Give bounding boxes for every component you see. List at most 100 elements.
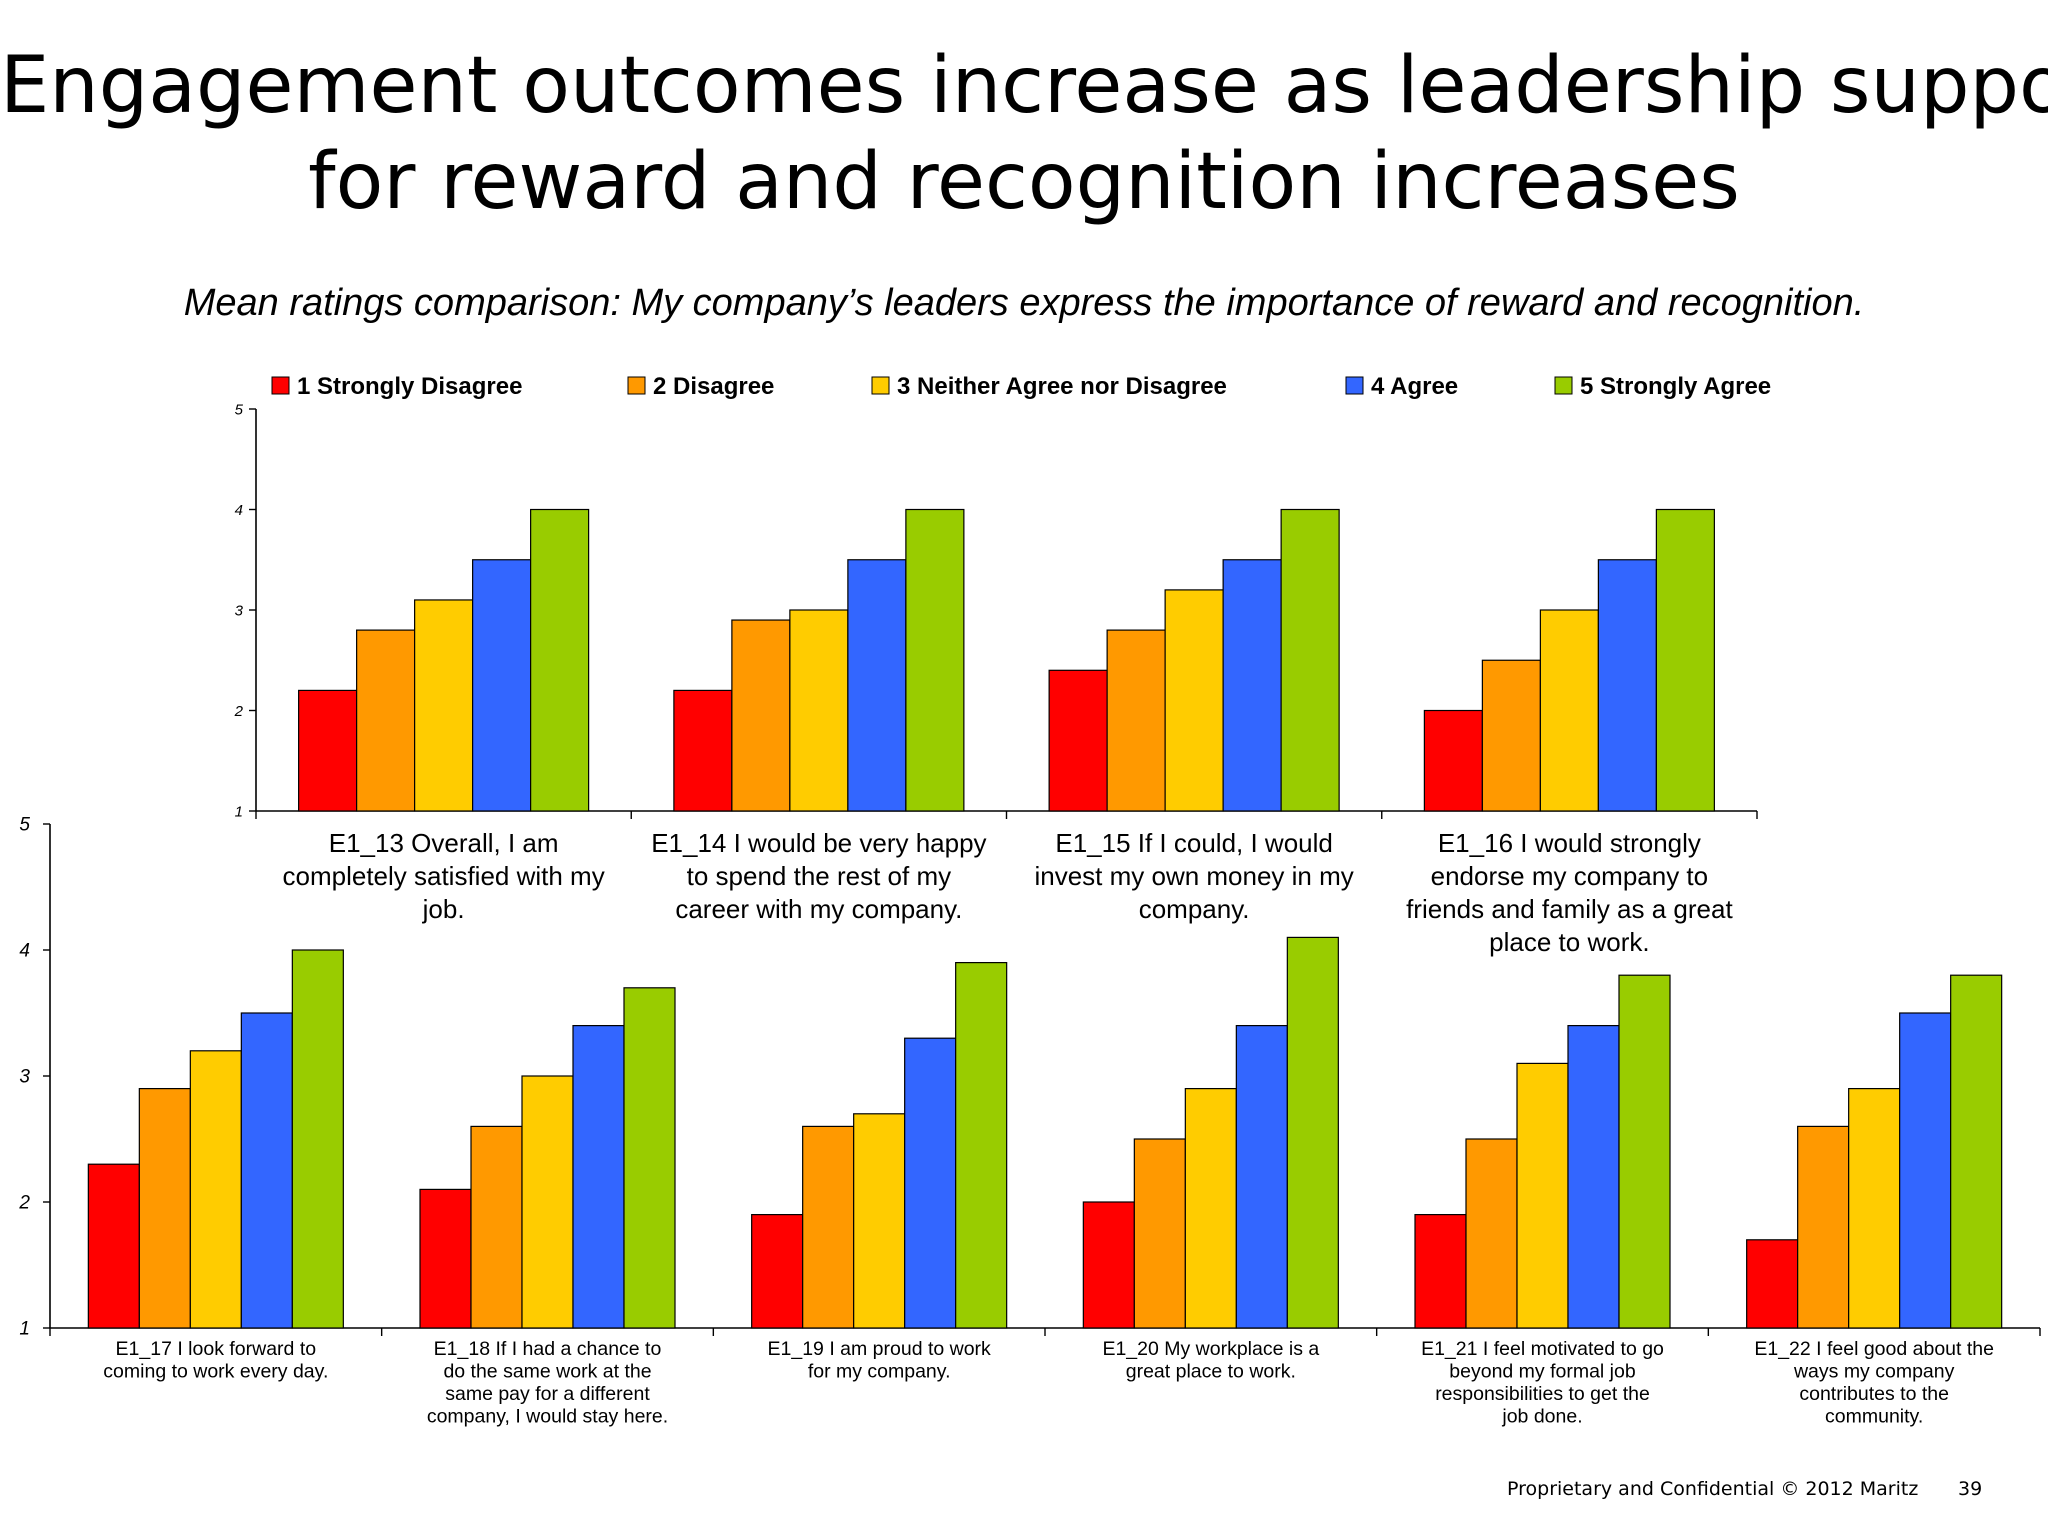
- bar: [853, 1113, 906, 1329]
- category-label-line: E1_15 If I could, I would: [1055, 828, 1333, 858]
- bar: [1106, 629, 1166, 812]
- category-label: E1_21 I feel motivated to go beyond my fo…: [1421, 1338, 1664, 1428]
- category-label: E1_13 Overall, I am completely satisfied …: [283, 828, 605, 924]
- bar: [1133, 1138, 1186, 1329]
- legend-label: 4 Agree: [1371, 373, 1458, 400]
- category-label-line: place to work.: [1489, 927, 1649, 957]
- bar: [1082, 1201, 1135, 1329]
- bar: [847, 559, 907, 812]
- category-label: E1_20 My workplace is a great place to wo…: [1102, 1338, 1319, 1383]
- category-label-line: E1_21 I feel motivated to go: [1421, 1338, 1664, 1360]
- bar: [240, 1012, 293, 1329]
- category-label-line: company, I would stay here.: [427, 1406, 668, 1428]
- category-label-line: E1_19 I am proud to work: [768, 1338, 992, 1360]
- category-label-line: completely satisfied with my: [283, 861, 605, 891]
- bar: [1746, 1239, 1799, 1329]
- bar: [1222, 559, 1282, 812]
- bar: [673, 689, 733, 812]
- bar: [1567, 1024, 1620, 1329]
- bar: [470, 1125, 523, 1329]
- category-label-line: great place to work.: [1126, 1361, 1296, 1383]
- bar: [789, 609, 849, 812]
- category-label: E1_16 I would strongly endorse my company…: [1406, 828, 1733, 957]
- bar: [138, 1087, 191, 1329]
- category-label-line: endorse my company to: [1431, 861, 1708, 891]
- y-tick-label: 5: [235, 401, 244, 418]
- bar: [521, 1075, 574, 1329]
- bar: [1618, 974, 1671, 1329]
- category-label-line: E1_20 My workplace is a: [1102, 1338, 1319, 1360]
- legend-label: 2 Disagree: [653, 373, 774, 400]
- bar: [1539, 609, 1599, 812]
- bar: [472, 559, 532, 812]
- bar: [419, 1188, 472, 1329]
- bar: [1655, 508, 1715, 812]
- category-label: E1_17 I look forward to coming to work ev…: [103, 1338, 328, 1383]
- legend-swatch: [1345, 376, 1364, 395]
- bar: [1797, 1125, 1850, 1329]
- bar: [87, 1163, 140, 1329]
- y-tick-label: 1: [235, 803, 243, 820]
- chart-subtitle: Mean ratings comparison: My company’s le…: [183, 282, 1865, 324]
- legend-swatch: [871, 376, 890, 395]
- category-label: E1_15 If I could, I would invest my own m…: [1034, 828, 1353, 924]
- bar: [1286, 936, 1339, 1329]
- category-label-line: E1_18 If I had a chance to: [434, 1338, 662, 1360]
- bar: [905, 508, 965, 812]
- category-label-line: beyond my formal job: [1449, 1361, 1636, 1383]
- bar: [291, 949, 344, 1329]
- category-label-line: company.: [1139, 894, 1250, 924]
- category-label-line: E1_16 I would strongly: [1438, 828, 1701, 858]
- category-label-line: contributes to the: [1799, 1383, 1949, 1405]
- bar: [1280, 508, 1340, 812]
- category-label-line: community.: [1825, 1406, 1923, 1428]
- legend-label: 3 Neither Agree nor Disagree: [897, 373, 1227, 400]
- legend-label: 5 Strongly Agree: [1580, 373, 1771, 400]
- legend-label: 1 Strongly Disagree: [297, 373, 522, 400]
- bar: [1164, 589, 1224, 812]
- bar: [1184, 1087, 1237, 1329]
- category-label-line: do the same work at the: [443, 1361, 651, 1383]
- slide-title: Engagement outcomes increase as leadersh…: [0, 38, 2048, 230]
- bar: [955, 961, 1008, 1329]
- bar: [802, 1125, 855, 1329]
- y-tick-label: 2: [234, 703, 244, 720]
- y-tick-label: 3: [235, 602, 244, 619]
- category-label-line: ways my company: [1793, 1361, 1955, 1383]
- bar: [189, 1050, 242, 1329]
- bar: [572, 1024, 625, 1329]
- category-label-line: job.: [422, 894, 465, 924]
- bar: [904, 1037, 957, 1329]
- category-label-line: to spend the rest of my: [687, 861, 951, 891]
- category-label-line: invest my own money in my: [1034, 861, 1353, 891]
- slide-title-line-2: for reward and recognition increases: [308, 137, 1740, 227]
- y-tick-label: 4: [235, 502, 243, 519]
- bar: [751, 1213, 804, 1329]
- legend-swatch: [271, 376, 290, 395]
- page-number: 39: [1958, 1478, 1983, 1500]
- y-tick-label: 4: [19, 941, 30, 962]
- bar: [1516, 1062, 1569, 1329]
- category-label-line: E1_22 I feel good about the: [1754, 1338, 1994, 1360]
- y-tick-label: 2: [18, 1193, 30, 1214]
- bar: [1414, 1213, 1467, 1329]
- bar: [623, 987, 676, 1329]
- bar: [1465, 1138, 1518, 1329]
- category-label-line: job done.: [1501, 1406, 1582, 1428]
- category-label-line: for my company.: [808, 1361, 951, 1383]
- category-label-line: responsibilities to get the: [1435, 1383, 1650, 1405]
- legend-swatch: [1554, 376, 1573, 395]
- category-label-line: friends and family as a great: [1406, 894, 1733, 924]
- y-tick-label: 3: [19, 1067, 30, 1088]
- legend-swatch: [627, 376, 646, 395]
- category-label: E1_14 I would be very happy to spend the …: [651, 828, 986, 924]
- bar: [414, 599, 474, 812]
- category-label-line: career with my company.: [675, 894, 962, 924]
- bar: [1048, 669, 1108, 812]
- bar: [298, 689, 358, 812]
- category-label: E1_18 If I had a chance to do the same wo…: [427, 1338, 668, 1428]
- category-label: E1_22 I feel good about the ways my compa…: [1754, 1338, 1994, 1428]
- category-label-line: E1_13 Overall, I am: [329, 828, 559, 858]
- bar: [1423, 709, 1483, 812]
